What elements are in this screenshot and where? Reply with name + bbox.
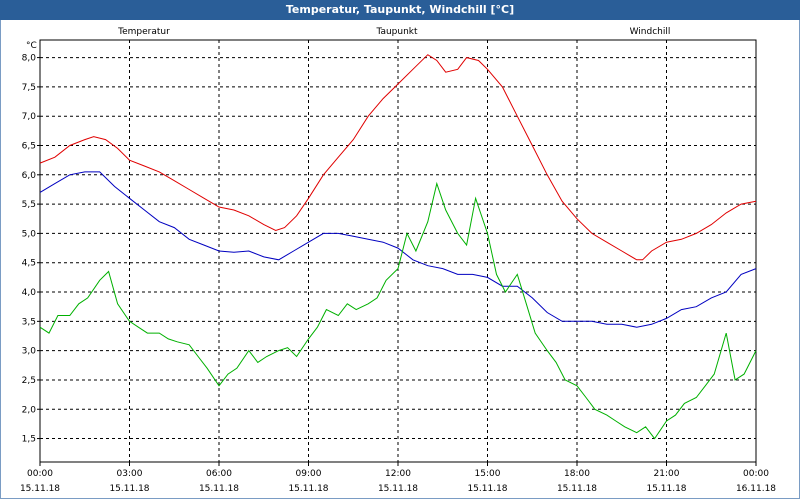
y-tick-label: 7,0 <box>22 112 37 122</box>
x-tick-time-label: 15:00 <box>475 469 501 479</box>
legend-entry-temperatur: Temperatur <box>117 27 170 37</box>
x-tick-time-label: 18:00 <box>564 469 590 479</box>
x-tick-time-label: 00:00 <box>27 469 53 479</box>
x-tick-date-label: 15.11.18 <box>288 484 328 494</box>
x-tick-date-label: 15.11.18 <box>199 484 239 494</box>
y-tick-label: 1,5 <box>22 435 36 445</box>
legend-entry-taupunkt: Taupunkt <box>375 27 418 37</box>
y-tick-label: 3,5 <box>22 317 36 327</box>
y-tick-label: 6,5 <box>22 142 36 152</box>
y-tick-label: 4,0 <box>22 288 37 298</box>
x-tick-time-label: 21:00 <box>654 469 680 479</box>
x-tick-date-label: 15.11.18 <box>378 484 418 494</box>
x-tick-time-label: 06:00 <box>206 469 232 479</box>
y-tick-labels: 1,5 2,0 2,5 3,0 3,5 4,0 4,5 5,0 5,5 6,0 6,5 7,0 7,5 8… <box>22 54 37 445</box>
x-tick-date-label: 15.11.18 <box>109 484 149 494</box>
x-tick-time-label: 00:00 <box>743 469 769 479</box>
x-tick-time-label: 12:00 <box>385 469 411 479</box>
series-line-temperatur <box>39 54 757 261</box>
y-tick-label: 8,0 <box>22 54 37 64</box>
weather-line-chart: °C 1,5 2,0 2,5 3,0 3,5 4,0 4,5 5,0 5,5 6,0 6,5 7,0 7… <box>20 27 776 494</box>
x-tick-labels: 00:00 15.11.18 03:00 15.11.18 06:00 15.11.18 0… <box>20 469 776 494</box>
window-title: Temperatur, Taupunkt, Windchill [°C] <box>285 3 515 16</box>
y-tick-label: 7,5 <box>22 83 36 93</box>
grid-lines <box>37 40 757 466</box>
series-line-windchill <box>39 181 757 440</box>
legend: Temperatur Taupunkt Windchill <box>117 27 670 37</box>
y-tick-label: 5,0 <box>22 229 37 239</box>
y-tick-label: 3,0 <box>22 347 37 357</box>
y-tick-label: 2,5 <box>22 376 36 386</box>
x-tick-date-label: 15.11.18 <box>20 484 60 494</box>
series-lines <box>39 54 757 440</box>
series-line-taupunkt <box>39 171 757 328</box>
y-tick-label: 6,0 <box>22 171 37 181</box>
y-axis-unit: °C <box>26 41 37 51</box>
plot-area <box>39 39 757 463</box>
x-tick-time-label: 03:00 <box>117 469 143 479</box>
window-title-bar: Temperatur, Taupunkt, Windchill [°C] <box>0 0 800 20</box>
y-tick-label: 4,5 <box>22 259 36 269</box>
x-tick-date-label: 16.11.18 <box>736 484 776 494</box>
x-tick-date-label: 15.11.18 <box>646 484 686 494</box>
y-tick-label: 5,5 <box>22 200 36 210</box>
y-tick-label: 2,0 <box>22 405 37 415</box>
legend-entry-windchill: Windchill <box>630 27 671 37</box>
x-tick-date-label: 15.11.18 <box>467 484 507 494</box>
x-tick-date-label: 15.11.18 <box>557 484 597 494</box>
x-tick-time-label: 09:00 <box>296 469 322 479</box>
